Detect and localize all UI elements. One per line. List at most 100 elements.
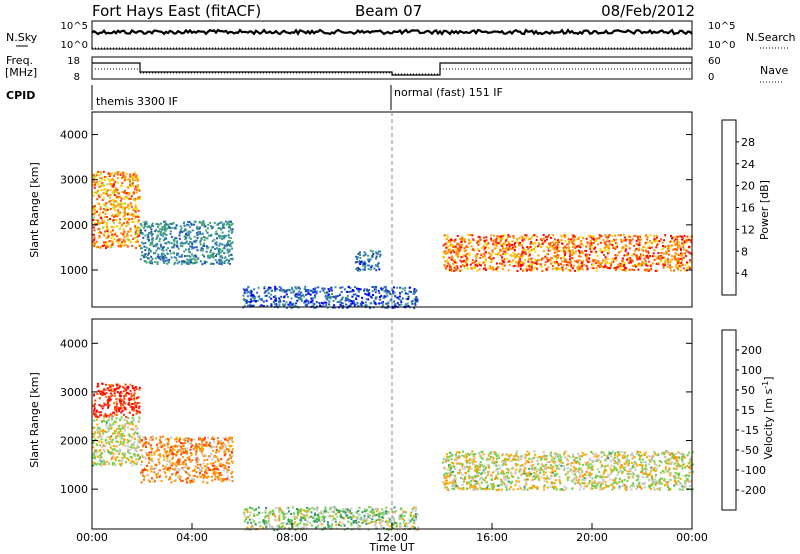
echo-cell [658,460,661,462]
echo-cell [593,455,596,458]
echo-cell [463,467,466,470]
echo-cell [99,414,102,417]
echo-cell [587,461,589,464]
echo-cell [619,262,622,265]
echo-cell [461,467,464,470]
echo-cell [494,478,496,480]
echo-cell [567,261,570,264]
echo-cell [163,455,166,458]
echo-cell [109,385,112,388]
echo-cell [611,244,614,246]
echo-cell [539,466,542,469]
echo-cell [626,258,628,261]
echo-cell [97,389,100,392]
echo-cell [488,458,491,461]
echo-cell [173,238,176,240]
echo-cell [519,487,522,490]
echo-cell [108,403,111,406]
echo-cell [590,244,593,247]
echo-cell [138,229,141,232]
echo-cell [443,474,446,477]
echo-cell [228,223,231,226]
echo-cell [364,301,367,304]
echo-cell [597,260,600,263]
echo-cell [605,243,608,246]
echo-cell [258,305,261,308]
echo-cell [131,220,133,223]
echo-cell [474,460,477,463]
echo-cell [118,206,121,209]
echo-cell [191,253,193,256]
echo-cell [310,289,312,292]
echo-cell [185,240,188,243]
echo-cell [295,287,298,290]
echo-cell [319,290,322,293]
echo-cell [521,264,524,267]
echo-cell [664,466,667,469]
echo-cell [650,242,653,245]
echo-cell [577,237,580,240]
echo-cell [672,241,675,244]
echo-cell [507,234,510,237]
echo-cell [463,247,466,250]
echo-cell [660,254,662,257]
echo-cell [181,449,183,452]
echo-cell [129,435,132,438]
echo-cell [191,245,193,248]
echo-cell [533,456,536,459]
echo-cell [293,289,295,292]
echo-cell [121,177,123,179]
echo-cell [492,487,495,490]
echo-cell [363,268,366,271]
echo-cell [128,397,131,400]
echo-cell [219,251,222,254]
echo-cell [649,240,652,243]
echo-cell [339,293,342,296]
echo-cell [166,227,169,230]
echo-cell [307,293,310,295]
echo-cell [95,210,98,213]
echo-cell [175,259,178,262]
echo-cell [222,463,225,466]
echo-cell [622,245,625,248]
echo-cell [178,475,181,478]
echo-cell [92,213,95,216]
echo-cell [157,472,159,475]
echo-cell [521,261,524,264]
echo-cell [638,262,641,265]
echo-cell [109,194,112,196]
echo-cell [131,407,134,410]
echo-cell [630,259,633,262]
echo-cell [601,251,604,254]
echo-cell [533,248,535,251]
echo-cell [145,261,148,264]
echo-cell [92,181,95,183]
echo-cell [199,226,201,229]
echo-cell [136,185,139,188]
echo-cell [212,262,215,265]
echo-cell [578,236,581,239]
echo-cell [483,253,486,256]
echo-cell [556,266,559,269]
echo-cell [394,294,397,297]
echo-cell [162,235,165,238]
echo-cell [553,241,556,244]
freq-label-2: [MHz] [5,66,37,79]
echo-cell [123,179,126,182]
echo-cell [667,247,670,250]
echo-cell [131,408,134,411]
echo-cell [647,269,650,272]
echo-cell [676,240,679,243]
echo-cell [111,418,113,421]
echo-cell [162,464,164,467]
echo-cell [686,250,689,253]
echo-cell [646,475,649,478]
echo-cell [506,236,509,239]
echo-cell [296,299,299,302]
echo-cell [561,260,563,263]
echo-cell [315,292,318,295]
echo-cell [389,299,392,302]
echo-cell [459,472,462,475]
echo-cell [412,293,415,295]
echo-cell [544,239,547,242]
